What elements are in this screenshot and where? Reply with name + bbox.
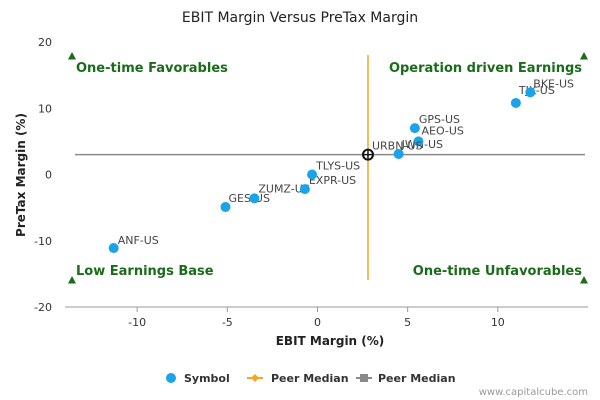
quadrant-marker-bottom-left (68, 276, 76, 284)
chart-legend: Symbol Peer Median Peer Median (166, 372, 456, 385)
y-tick-label: 10 (38, 102, 52, 115)
data-point (108, 243, 119, 254)
peer-median-lines (75, 55, 585, 280)
legend-label: Peer Median (378, 372, 456, 385)
y-tick-label: -20 (34, 301, 52, 314)
y-tick-label: 20 (38, 36, 52, 49)
point-label: BKE-US (533, 77, 574, 90)
y-tick-label: -10 (34, 235, 52, 248)
point-label: URBN-US (372, 140, 422, 153)
legend-symbol-marker (166, 373, 176, 383)
data-point (525, 87, 536, 98)
data-point (249, 193, 260, 204)
point-label: ZUMZ-US (258, 182, 309, 195)
legend-peer-median-square (360, 374, 368, 382)
x-axis-title: EBIT Margin (%) (276, 334, 385, 348)
point-label: ANF-US (118, 234, 159, 247)
data-points: BKE-USTJX-USGPS-USAEO-USJWN-USTLYS-USEXP… (108, 77, 574, 254)
legend-peer-median-diamond (251, 374, 259, 382)
quadrant-label-bottom-right: One-time Unfavorables (413, 264, 582, 279)
data-point (220, 201, 231, 212)
data-point (510, 97, 521, 108)
data-point (393, 148, 404, 159)
data-point (299, 184, 310, 195)
x-tick-label: 10 (491, 316, 505, 329)
legend-label: Peer Median (271, 372, 349, 385)
x-tick-label: -10 (128, 316, 146, 329)
point-label: GPS-US (419, 113, 460, 126)
quadrant-label-top-right: Operation driven Earnings (389, 61, 582, 76)
x-tick-label: 0 (314, 316, 321, 329)
quadrant-marker-top-left (68, 52, 76, 60)
legend-label: Symbol (184, 372, 230, 385)
quadrant-label-bottom-left: Low Earnings Base (76, 264, 214, 279)
quadrant-marker-bottom-right (580, 276, 588, 284)
x-tick-label: -5 (222, 316, 233, 329)
chart-title: EBIT Margin Versus PreTax Margin (182, 10, 418, 26)
quadrant-label-top-left: One-time Favorables (76, 61, 228, 76)
point-label: EXPR-US (309, 174, 356, 187)
point-label: TJX-US (518, 84, 555, 97)
quadrant-labels: One-time Favorables Operation driven Earn… (68, 52, 588, 284)
data-point (409, 123, 420, 134)
point-label: TLYS-US (315, 160, 360, 173)
data-point (307, 169, 318, 180)
point-label: AEO-US (421, 124, 463, 137)
quadrant-marker-top-right (580, 52, 588, 60)
x-tick-label: 5 (404, 316, 411, 329)
y-axis-title: PreTax Margin (%) (14, 113, 28, 237)
point-label: GES-US (229, 192, 270, 205)
data-point (413, 136, 424, 147)
y-tick-label: 0 (45, 169, 52, 182)
credit-text: www.capitalcube.com (479, 387, 588, 398)
chart-axes: -10 -5 0 5 10 20 10 0 -10 -20 (34, 36, 588, 329)
